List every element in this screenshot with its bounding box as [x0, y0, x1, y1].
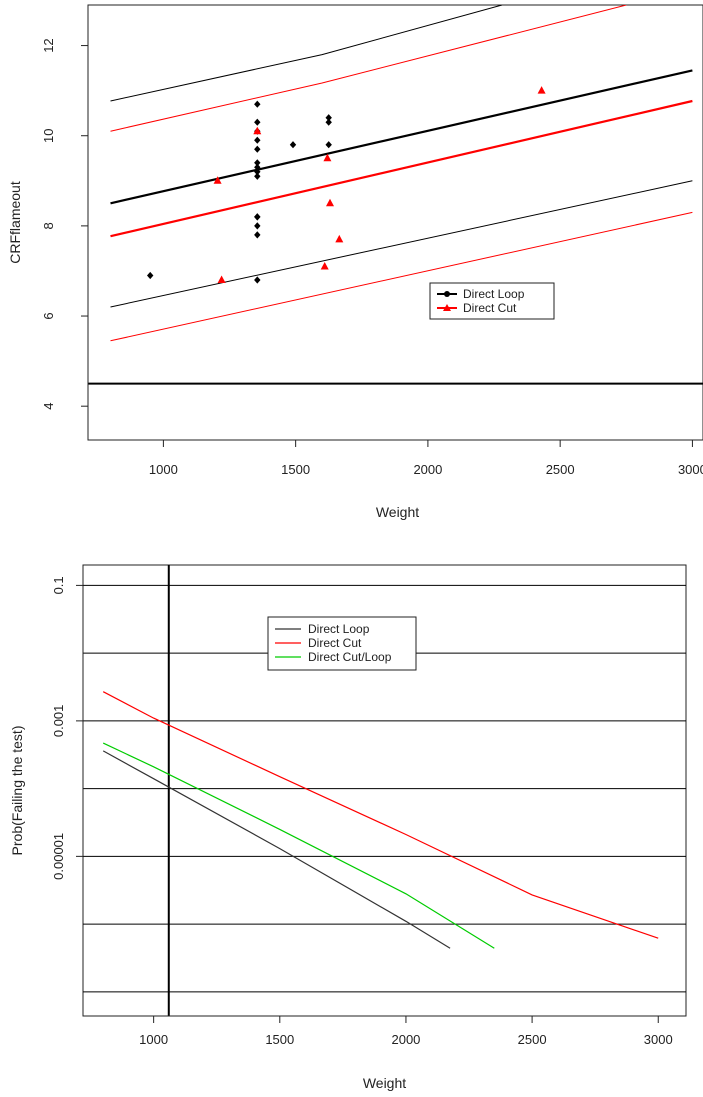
x-tick-label: 3000	[678, 462, 703, 477]
y-tick-label: 8	[41, 222, 56, 229]
series-line-direct-loop	[102, 750, 451, 949]
data-point-direct-loop	[254, 163, 261, 171]
y-tick-label: 0.001	[51, 705, 66, 738]
fit-line	[110, 69, 693, 205]
data-point-direct-loop	[254, 231, 261, 239]
data-point-direct-loop	[325, 141, 332, 149]
y-tick-label: 4	[41, 403, 56, 410]
data-point-direct-loop	[254, 159, 261, 167]
data-point-direct-cut	[217, 275, 226, 283]
series-line-direct-cut	[102, 691, 659, 939]
y-axis: 4 6 8 10 12	[41, 38, 89, 410]
x-tick-label: 2500	[546, 462, 575, 477]
data-point-direct-loop	[254, 276, 261, 284]
data-point-direct-loop	[254, 100, 261, 108]
data-point-direct-cut	[537, 86, 546, 94]
y-tick-label: 6	[41, 312, 56, 319]
data-point-direct-loop	[254, 136, 261, 144]
x-tick-label: 2500	[518, 1032, 547, 1047]
x-tick-label: 1000	[139, 1032, 168, 1047]
data-point-direct-loop	[254, 168, 261, 176]
data-point-direct-loop	[254, 118, 261, 126]
data-point-direct-loop	[254, 145, 261, 153]
x-tick-label: 1500	[281, 462, 310, 477]
x-axis-title: Weight	[363, 1075, 406, 1091]
x-tick-label: 1000	[149, 462, 178, 477]
legend-label: Direct Cut	[308, 636, 362, 650]
failure-probability-chart: 1000 1500 2000 2500 3000 Weight 0.1 0.001 0.0000…	[9, 564, 687, 1091]
y-axis-title: CRFflameout	[7, 181, 23, 264]
legend-label: Direct Cut/Loop	[308, 650, 392, 664]
data-point-direct-cut	[320, 262, 329, 270]
series-line-direct-cut-loop	[102, 742, 495, 949]
data-point-direct-loop	[254, 222, 261, 230]
prediction-band-line	[110, 180, 693, 308]
prediction-band-line	[110, 5, 627, 132]
data-point-direct-cut	[213, 176, 222, 184]
data-point-direct-cut	[323, 153, 332, 162]
data-point-direct-cut	[326, 198, 334, 207]
plot-frame	[87, 4, 703, 441]
x-axis-title: Weight	[376, 504, 419, 520]
data-point-direct-loop	[289, 141, 297, 149]
y-axis-title: Prob(Failing the test)	[9, 726, 25, 856]
y-tick-label: 10	[41, 128, 56, 142]
data-point-direct-cut	[335, 234, 344, 243]
x-axis: 1000 1500 2000 2500 3000	[149, 439, 703, 477]
legend-box	[429, 282, 555, 320]
x-tick-label: 2000	[391, 1032, 420, 1047]
y-tick-label: 12	[41, 38, 56, 52]
prediction-band-line	[110, 211, 693, 342]
legend-marker-circle	[444, 291, 450, 297]
data-point-direct-loop	[254, 213, 261, 221]
legend-marker-triangle	[443, 304, 451, 311]
legend-label: Direct Loop	[308, 622, 370, 636]
legend-label: Direct Loop	[463, 287, 525, 301]
data-point-direct-loop	[325, 114, 332, 122]
prediction-band-line	[110, 5, 503, 102]
x-axis: 1000 1500 2000 2500 3000	[139, 1015, 673, 1047]
y-tick-label: 0.00001	[51, 833, 66, 880]
data-point-direct-loop	[325, 118, 332, 126]
y-tick-label: 0.1	[51, 576, 66, 594]
plot-area	[83, 565, 686, 1016]
y-axis: 0.1 0.001 0.00001	[51, 576, 84, 880]
plot-area	[88, 5, 703, 385]
flameout-scatter-chart: 1000 1500 2000 2500 3000 Weight 4 6 8 10 12 CRFflam…	[7, 4, 703, 520]
x-tick-label: 2000	[413, 462, 442, 477]
data-point-direct-loop	[254, 172, 261, 180]
data-point-direct-cut	[253, 126, 262, 135]
x-tick-label: 1500	[265, 1032, 294, 1047]
fit-line	[110, 99, 693, 238]
data-point-direct-loop	[147, 271, 154, 280]
legend-label: Direct Cut	[463, 301, 517, 315]
x-tick-label: 3000	[644, 1032, 673, 1047]
